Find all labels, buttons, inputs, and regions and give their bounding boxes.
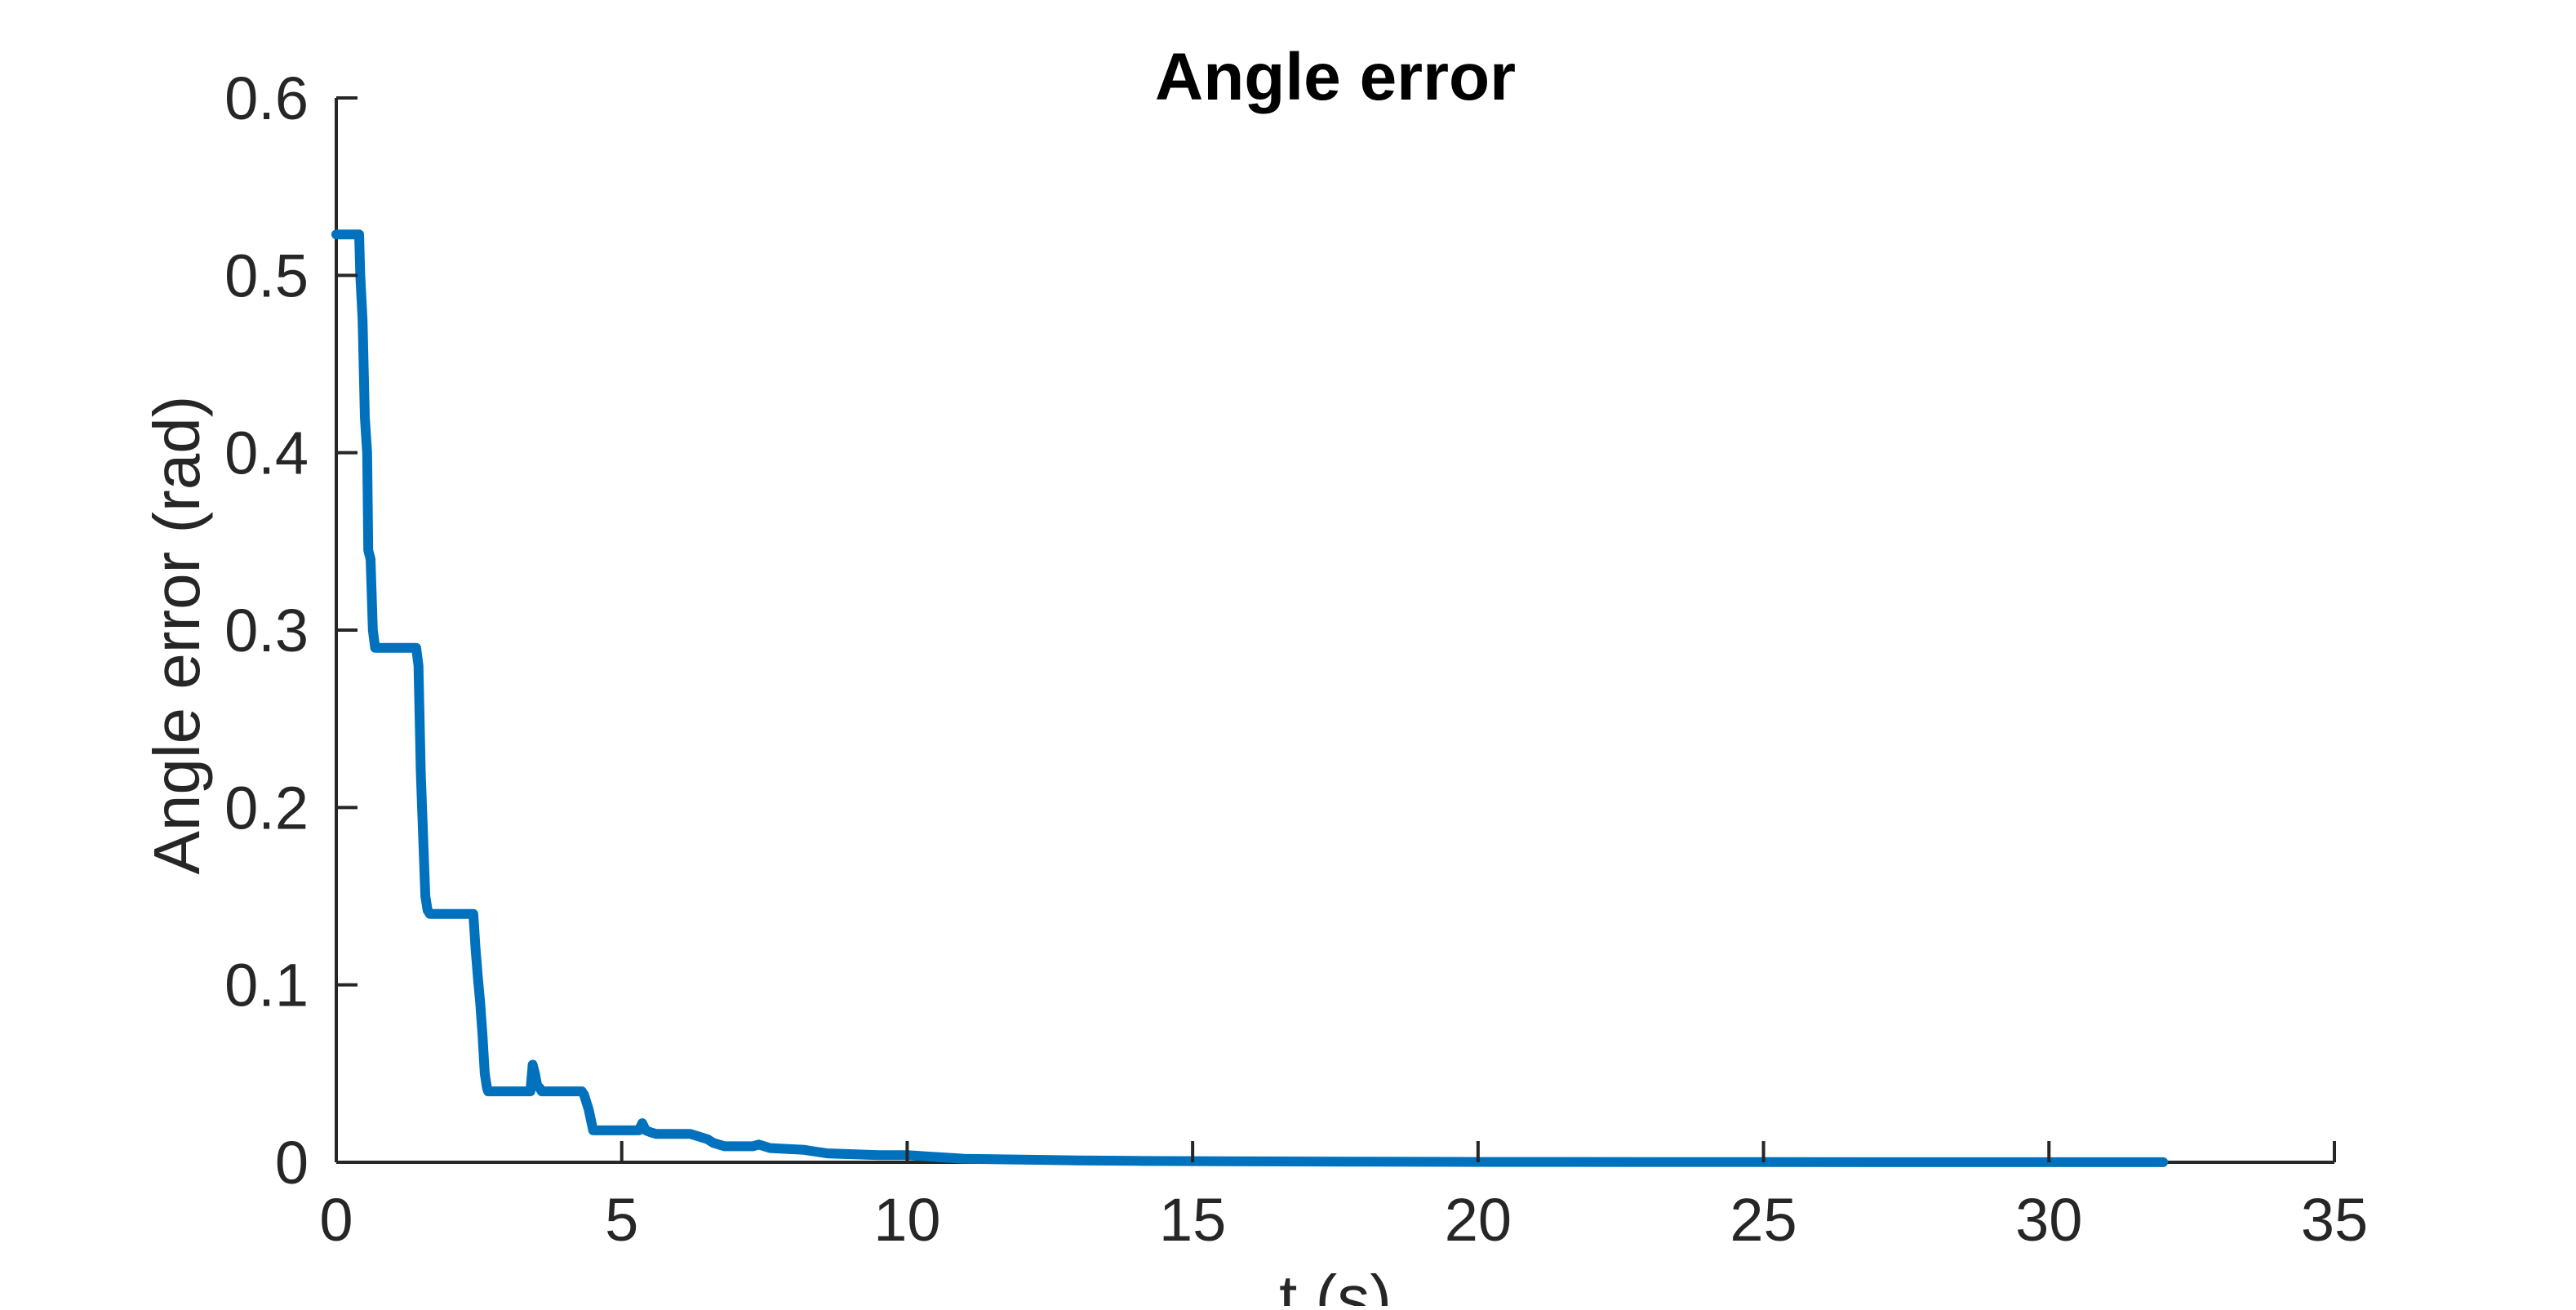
x-axis-label: t (s) — [1279, 1262, 1392, 1306]
x-tick-label: 30 — [2015, 1186, 2082, 1254]
series-line — [331, 229, 2169, 1167]
x-tick-label: 10 — [873, 1186, 940, 1254]
y-tick-label: 0 — [275, 1129, 309, 1197]
y-tick-label: 0.4 — [224, 420, 309, 487]
x-tick-label: 20 — [1445, 1186, 1512, 1254]
y-tick-label: 0.1 — [224, 952, 309, 1019]
data-layer — [331, 229, 2169, 1167]
x-tick-label: 5 — [605, 1186, 638, 1254]
chart-title: Angle error — [1155, 40, 1516, 114]
y-axis-label: Angle error (rad) — [140, 396, 213, 875]
x-tick-label: 25 — [1730, 1186, 1797, 1254]
ticks-layer: 0 5 10 15 20 25 30 35 0 0.1 0.2 0.3 0.4 0.5 0.6 — [224, 64, 2368, 1254]
y-tick-label: 0.5 — [224, 242, 309, 309]
x-tick-label: 35 — [2301, 1186, 2368, 1254]
axes-layer — [335, 98, 2334, 1164]
y-tick-label: 0.2 — [224, 774, 309, 842]
x-tick-label: 0 — [319, 1186, 353, 1254]
x-tick-label: 15 — [1159, 1186, 1226, 1254]
y-tick-label: 0.3 — [224, 597, 309, 664]
y-tick-label: 0.6 — [224, 64, 309, 132]
